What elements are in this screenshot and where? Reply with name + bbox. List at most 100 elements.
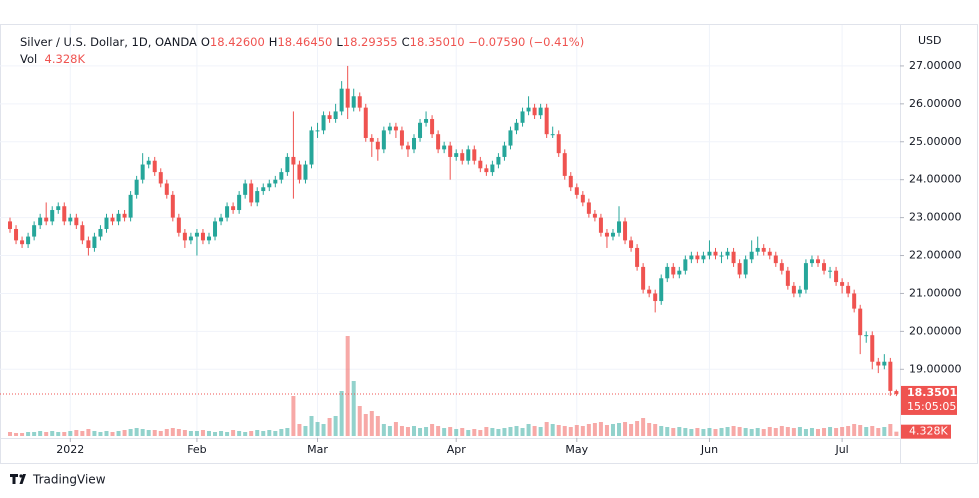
- candle-body: [797, 289, 802, 294]
- volume-bar: [146, 430, 151, 436]
- candle-body: [14, 228, 19, 241]
- ohlc-key: L: [336, 35, 343, 49]
- candle-body: [737, 263, 742, 275]
- candle-body: [369, 137, 374, 142]
- volume-bar: [32, 432, 37, 436]
- volume-bar: [719, 428, 724, 436]
- volume-bars: [8, 336, 899, 436]
- ohlc-value: 18.46450: [277, 35, 333, 49]
- volume-bar: [357, 406, 362, 436]
- volume-bar: [86, 429, 91, 436]
- volume-bar: [695, 428, 700, 436]
- candle-body: [381, 130, 386, 150]
- volume-bar: [460, 428, 465, 436]
- volume-bar: [418, 428, 423, 436]
- candle-body: [502, 145, 507, 157]
- last-price-tag: [901, 385, 957, 415]
- candle-body: [20, 240, 25, 245]
- candle-body: [38, 217, 43, 226]
- candle-body: [309, 130, 314, 165]
- candle-body: [339, 88, 344, 112]
- y-tick-label: 26.00000: [909, 97, 962, 110]
- volume-row: Vol 4.328K: [20, 51, 584, 68]
- volume-bar: [731, 426, 736, 436]
- candle-body: [98, 228, 103, 237]
- candle-body: [285, 156, 290, 173]
- candle-body: [206, 236, 211, 241]
- volume-bar: [653, 424, 658, 436]
- volume-bar: [815, 429, 820, 436]
- candle-body: [363, 107, 368, 138]
- volume-bar: [279, 429, 284, 436]
- candle-body: [514, 122, 519, 131]
- volume-bar: [50, 431, 55, 436]
- candle-body: [134, 179, 139, 195]
- candle-body: [393, 126, 398, 131]
- candle-body: [303, 164, 308, 180]
- ohlc-value: 18.29355: [342, 35, 398, 49]
- candle-body: [761, 247, 766, 252]
- volume-bar: [134, 428, 139, 436]
- y-tick-label: 27.00000: [909, 59, 962, 72]
- volume-bar: [412, 426, 417, 436]
- volume-bar: [514, 426, 519, 436]
- x-tick-label: Feb: [187, 443, 206, 456]
- volume-bar: [840, 427, 845, 436]
- candle-body: [731, 251, 736, 264]
- volume-bar: [870, 426, 875, 436]
- y-tick-label: 21.00000: [909, 286, 962, 299]
- x-tick-label: Jul: [834, 443, 848, 456]
- candle-body: [424, 119, 429, 123]
- candle-body: [508, 130, 513, 146]
- volume-bar: [797, 427, 802, 436]
- candle-body: [490, 164, 495, 173]
- candle-body: [556, 134, 561, 154]
- candle-body: [164, 183, 169, 195]
- candle-body: [779, 263, 784, 271]
- candle-body: [255, 191, 260, 203]
- candle-body: [864, 335, 869, 337]
- candle-body: [110, 217, 115, 222]
- volume-bar: [363, 414, 368, 436]
- candle-body: [852, 293, 857, 309]
- brand-logo: [10, 474, 26, 484]
- volume-tag: [901, 424, 951, 439]
- candle-body: [375, 141, 380, 150]
- candle-body: [785, 270, 790, 286]
- volume-bar: [623, 422, 628, 436]
- volume-bar: [882, 427, 887, 436]
- volume-bar: [635, 421, 640, 436]
- countdown-label: 15:05:05: [907, 400, 956, 413]
- candle-body: [279, 172, 284, 180]
- candle-body: [665, 266, 670, 279]
- candle-body: [629, 240, 634, 248]
- volume-bar: [809, 428, 814, 436]
- volume-bar: [671, 428, 676, 436]
- volume-bar: [8, 432, 13, 436]
- candle-body: [194, 232, 199, 237]
- volume-bar: [62, 432, 67, 436]
- volume-bar: [249, 431, 254, 436]
- candle-body: [8, 221, 13, 229]
- volume-bar: [309, 416, 314, 436]
- ohlc-values: O18.42600 H18.46450 L18.29355 C18.35010: [197, 35, 465, 49]
- candle-body: [122, 213, 127, 218]
- volume-bar: [701, 429, 706, 436]
- volume-bar: [520, 428, 525, 436]
- candle-body: [158, 172, 163, 184]
- volume-bar: [526, 424, 531, 436]
- volume-bar: [755, 428, 760, 436]
- volume-bar: [822, 428, 827, 436]
- volume-bar: [369, 411, 374, 436]
- candle-body: [809, 259, 814, 264]
- candle-body: [321, 115, 326, 131]
- volume-bar: [405, 427, 410, 436]
- volume-bar: [448, 427, 453, 436]
- candle-body: [604, 232, 609, 237]
- candle-body: [418, 122, 423, 138]
- volume-bar: [327, 418, 332, 436]
- volume-bar: [683, 428, 688, 436]
- volume-bar: [219, 431, 224, 436]
- volume-bar: [454, 429, 459, 436]
- candle-body: [496, 156, 501, 165]
